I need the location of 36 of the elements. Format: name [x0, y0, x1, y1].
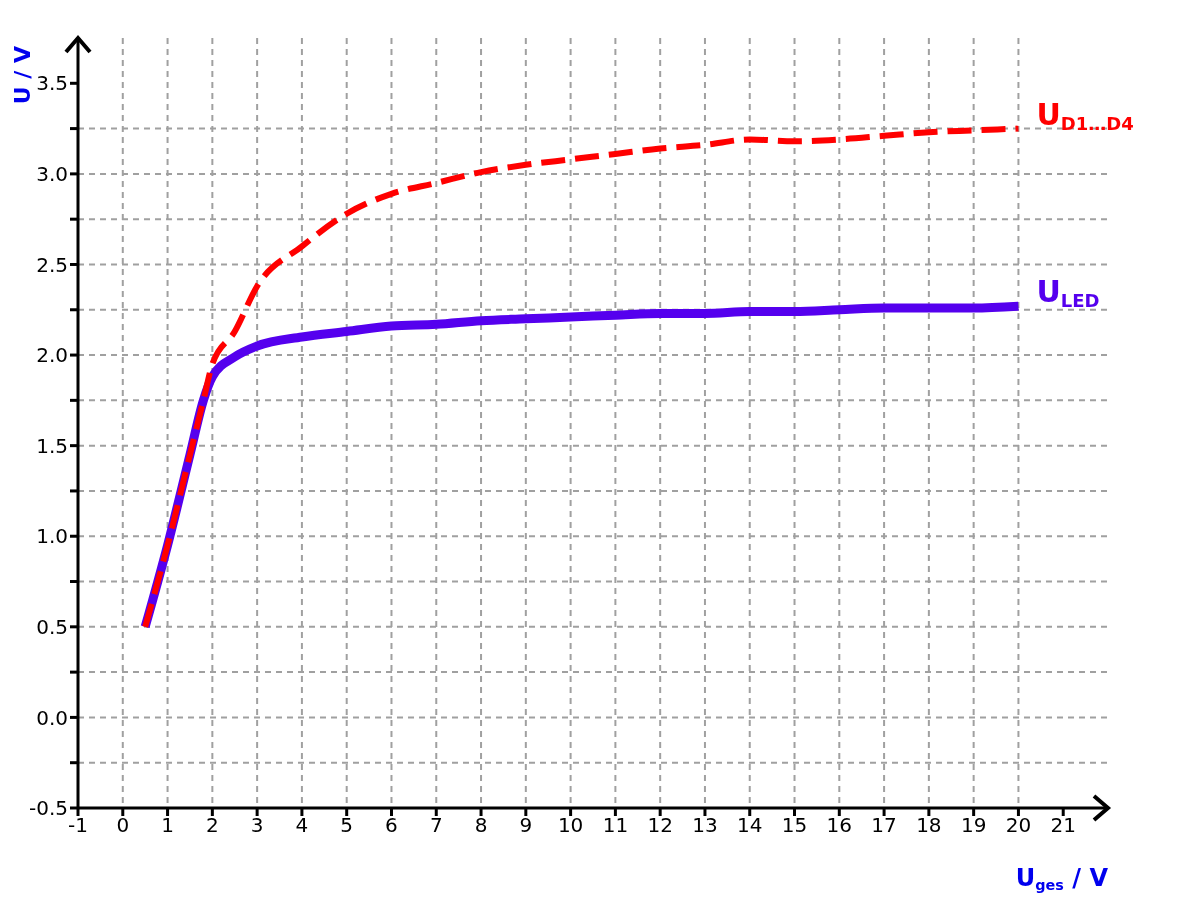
x-axis-title: U$_{ges}$ / V	[1015, 864, 1109, 894]
y-tick-label: 1.5	[36, 433, 68, 458]
y-tick-label: 0.5	[36, 614, 68, 639]
x-tick-label: 11	[602, 813, 629, 838]
x-tick-label: 4	[295, 813, 309, 838]
x-tick-label: 7	[429, 813, 443, 838]
x-tick-label: 1	[161, 813, 174, 838]
x-tick-label: 14	[737, 813, 763, 838]
x-tick-label: 2	[205, 813, 219, 838]
x-tick-label: 9	[519, 813, 533, 838]
y-tick-label: 1.0	[36, 524, 68, 549]
x-tick-label: 20	[1005, 813, 1032, 838]
y-tick-label: 3.0	[36, 161, 68, 186]
series-label: U$_{LED}$	[1036, 274, 1100, 312]
x-tick-label: 6	[385, 813, 398, 838]
x-tick-label: 18	[916, 813, 942, 838]
y-tick-label: 0.0	[36, 705, 68, 730]
x-tick-label: 12	[647, 813, 673, 838]
y-tick-label: 2.0	[36, 343, 68, 368]
x-tick-label: 19	[960, 813, 987, 838]
x-tick-label: 3	[250, 813, 264, 838]
x-tick-label: 16	[826, 813, 853, 838]
x-tick-label: 8	[474, 813, 488, 838]
y-tick-label: 2.5	[36, 252, 68, 277]
y-axis-title: U / V	[10, 46, 35, 105]
series-label: U$_{D1…D4}$	[1036, 96, 1134, 134]
x-tick-label: 21	[1050, 813, 1076, 838]
x-tick-label: 10	[557, 813, 584, 838]
x-tick-label: 15	[781, 813, 808, 838]
y-tick-label: 3.5	[36, 71, 68, 96]
x-tick-label: 5	[340, 813, 354, 838]
x-tick-label: 0	[116, 813, 130, 838]
x-tick-label: 17	[871, 813, 897, 838]
x-tick-label: -1	[68, 813, 88, 838]
y-tick-label: -0.5	[28, 796, 68, 821]
x-tick-label: 13	[692, 813, 718, 838]
